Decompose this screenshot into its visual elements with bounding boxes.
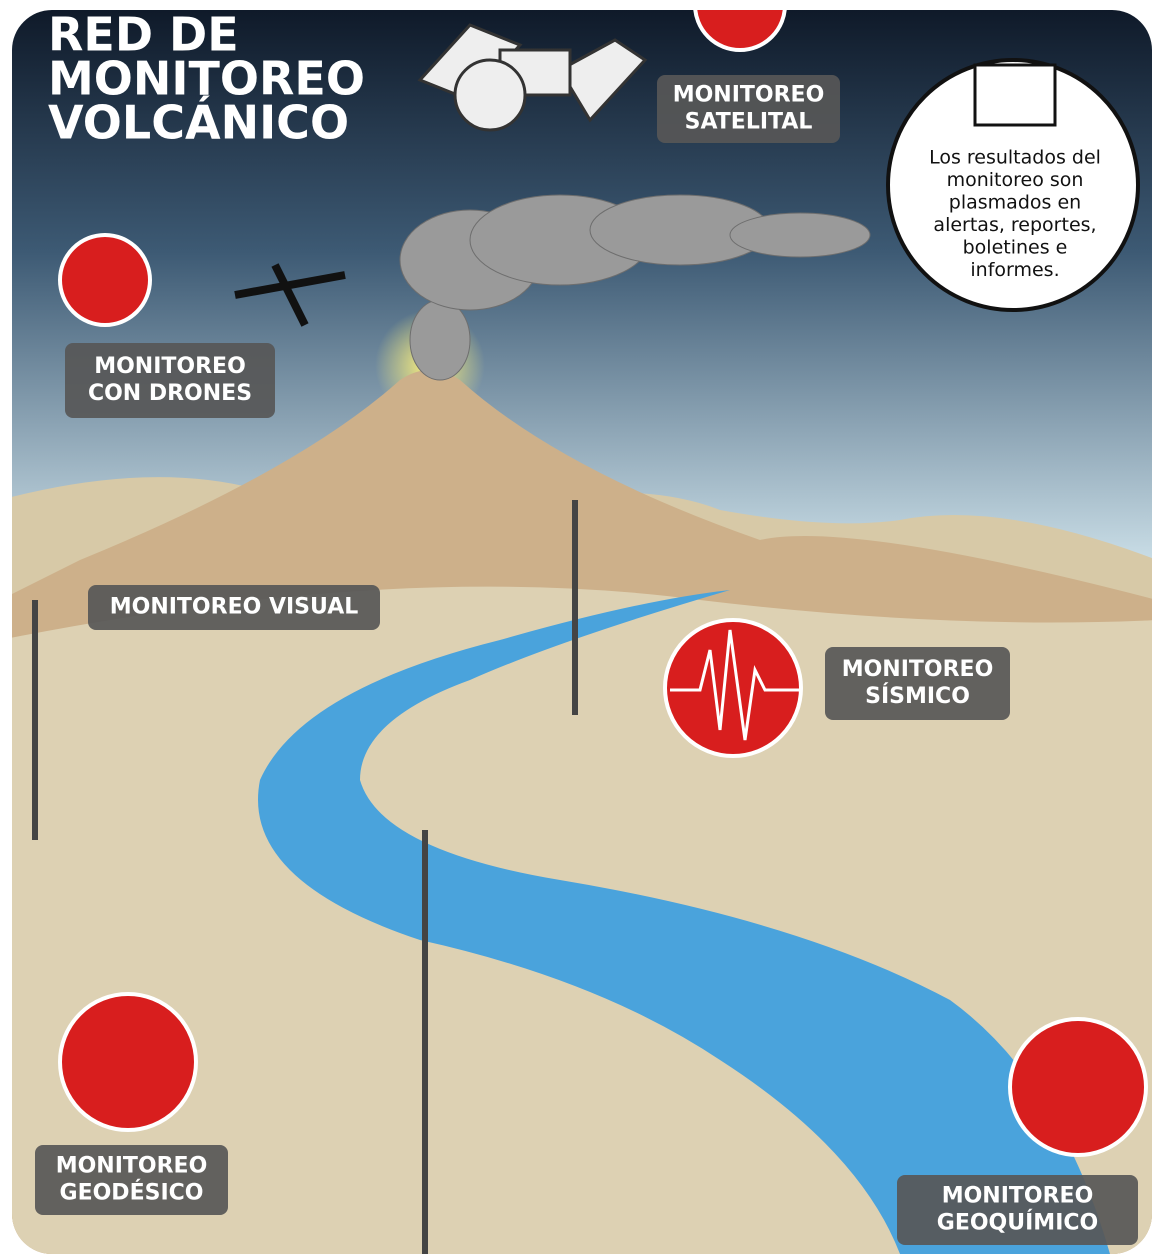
label-text: SÍSMICO <box>865 683 970 709</box>
label-text: MONITOREO <box>942 1184 1094 1209</box>
label-text: CON DRONES <box>88 381 252 406</box>
infographic: RED DEMONITOREOVOLCÁNICOMONITOREOSATELIT… <box>0 0 1157 1254</box>
scene: RED DEMONITOREOVOLCÁNICOMONITOREOSATELIT… <box>0 0 1157 1254</box>
note-line: informes. <box>970 259 1059 281</box>
note-line: Los resultados del <box>929 147 1101 169</box>
note-line: boletines e <box>963 237 1068 259</box>
note-line: alertas, reportes, <box>933 214 1096 236</box>
label-text: SATELITAL <box>685 110 813 135</box>
label-text: MONITOREO <box>94 354 246 379</box>
label-text: GEODÉSICO <box>60 1180 204 1206</box>
label-text: MONITOREO <box>56 1154 208 1179</box>
label-text: GEOQUÍMICO <box>937 1210 1098 1236</box>
note-line: plasmados en <box>949 192 1081 214</box>
note-line: monitoreo son <box>947 169 1084 191</box>
title-line: VOLCÁNICO <box>48 96 349 150</box>
page: {"title": {"lines": ["RED DE", "MONITORE… <box>0 0 1157 1254</box>
label-text: MONITOREO VISUAL <box>110 595 359 620</box>
label-text: MONITOREO <box>673 83 825 108</box>
document-icon <box>975 65 1055 125</box>
label-text: MONITOREO <box>842 657 994 682</box>
